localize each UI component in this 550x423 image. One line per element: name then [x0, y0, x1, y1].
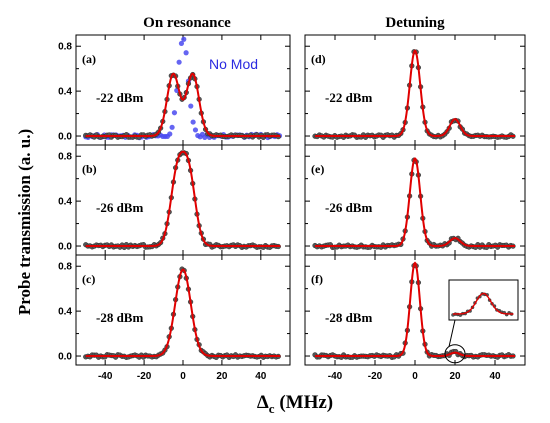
- x-axis-label: Δc (MHz): [257, 392, 333, 416]
- panel-letter: (f): [311, 272, 323, 286]
- panels-group: 0.0 0.4 0.8 (a) -22 dBm No Mod 0.0 0.4 0.8 (b) -26…: [58, 34, 526, 382]
- x-tick-label: 0: [412, 371, 418, 382]
- x-tick-label: 40: [255, 371, 267, 382]
- panel-e: (e) -26 dBm: [304, 144, 526, 256]
- zoom-circle: [444, 344, 466, 364]
- nomod-point: [181, 36, 187, 42]
- y-tick-label: 0.4: [58, 307, 72, 318]
- nomod-point: [183, 50, 189, 56]
- x-axis-label-unit: (MHz): [275, 392, 334, 413]
- panel-a: 0.0 0.4 0.8 (a) -22 dBm No Mod: [58, 34, 291, 146]
- power-label: -22 dBm: [96, 90, 143, 105]
- panel-letter: (e): [311, 162, 324, 176]
- power-label: -28 dBm: [325, 310, 372, 325]
- nomod-label: No Mod: [209, 56, 258, 72]
- x-tick-label: 0: [180, 371, 186, 382]
- y-tick-label: 0.8: [58, 42, 72, 53]
- x-tick-label: -20: [137, 371, 152, 382]
- panel-f: -40 -20 0 20 40 (f) -28 dBm: [304, 254, 526, 382]
- panel-d: (d) -22 dBm: [304, 34, 526, 146]
- nomod-point: [192, 127, 199, 133]
- fit-curve: [85, 268, 281, 358]
- y-tick-label: 0.4: [58, 197, 72, 208]
- x-tick-label: 20: [216, 371, 228, 382]
- column-title-right: Detuning: [385, 15, 445, 31]
- nomod-point: [178, 40, 185, 47]
- x-tick-label: 20: [449, 371, 461, 382]
- panel-c: 0.0 0.4 0.8 -40 -20 0 20 40 (c) -28 dBm: [58, 254, 291, 382]
- power-label: -26 dBm: [96, 200, 143, 215]
- nomod-point: [169, 124, 175, 130]
- nomod-point: [176, 59, 182, 65]
- y-tick-label: 0.0: [58, 242, 72, 253]
- panel-letter: (d): [311, 52, 326, 66]
- y-axis-label: Probe transmission (a. u.): [15, 129, 34, 315]
- x-tick-label: -40: [98, 371, 113, 382]
- x-tick-label: -20: [368, 371, 383, 382]
- panel-b: 0.0 0.4 0.8 (b) -26 dBm: [58, 144, 291, 256]
- power-label: -26 dBm: [325, 200, 372, 215]
- fit-curve: [85, 150, 281, 248]
- power-label: -22 dBm: [325, 90, 372, 105]
- nomod-point: [167, 131, 173, 137]
- nomod-point: [171, 110, 178, 116]
- fit-curve: [315, 157, 515, 248]
- nomod-point: [188, 103, 194, 109]
- fit-curve: [315, 49, 515, 138]
- zoom-connector: [448, 319, 456, 347]
- nomod-point: [190, 119, 196, 125]
- fit-curve: [315, 261, 515, 358]
- panel-letter: (b): [82, 162, 97, 176]
- x-tick-label: -40: [328, 371, 343, 382]
- y-tick-label: 0.0: [58, 132, 72, 143]
- y-tick-label: 0.8: [58, 262, 72, 273]
- y-tick-label: 0.8: [58, 152, 72, 163]
- fit-curve: [85, 72, 281, 138]
- column-title-left: On resonance: [143, 15, 231, 31]
- x-tick-label: 40: [489, 371, 501, 382]
- inset-fit-curve: [452, 292, 514, 315]
- panel-letter: (a): [82, 52, 96, 66]
- panel-letter: (c): [82, 272, 95, 286]
- x-axis-label-main: Δ: [257, 392, 269, 413]
- power-label: -28 dBm: [96, 310, 143, 325]
- x-axis-label-subscript: c: [269, 401, 275, 416]
- y-tick-label: 0.0: [58, 352, 72, 363]
- y-tick-label: 0.4: [58, 87, 72, 98]
